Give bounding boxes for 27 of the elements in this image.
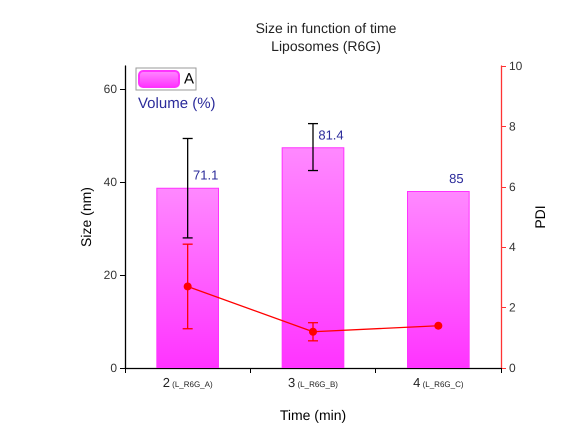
- y-tick-label: 20: [104, 268, 118, 282]
- y-tick-label: 60: [104, 82, 118, 96]
- y2-tick-label: 8: [509, 119, 516, 134]
- x-axis-title: Time (min): [280, 407, 346, 423]
- y2-axis-title: PDI: [532, 205, 548, 229]
- y-tick-label: 0: [110, 361, 118, 375]
- y-axis-title: Size (nm): [78, 187, 94, 247]
- x-tick-label: 4 (L_R6G_C): [413, 375, 464, 390]
- y2-tick-label: 2: [509, 300, 516, 315]
- bar: [156, 188, 219, 368]
- legend-label: A: [184, 70, 194, 88]
- y2-tick-label: 4: [509, 240, 516, 254]
- y-tick-label: 40: [104, 175, 118, 190]
- y2-tick-label: 6: [509, 180, 516, 194]
- annotation: Volume (%): [138, 95, 216, 112]
- y2-tick-label: 0: [509, 361, 516, 375]
- x-tick-label: 2 (L_R6G_A): [162, 375, 213, 390]
- annotation: 85: [449, 170, 464, 186]
- y2-tick-label: 10: [509, 59, 523, 73]
- annotation: 81.4: [318, 127, 344, 142]
- chart-title: Size in function of time: [256, 20, 397, 36]
- point: [434, 322, 442, 330]
- chart-subtitle: Liposomes (R6G): [271, 38, 381, 54]
- x-tick-label: 3 (L_R6G_B): [288, 375, 338, 390]
- bar: [407, 190, 470, 368]
- bar: [282, 147, 344, 368]
- annotation: 71.1: [193, 168, 218, 183]
